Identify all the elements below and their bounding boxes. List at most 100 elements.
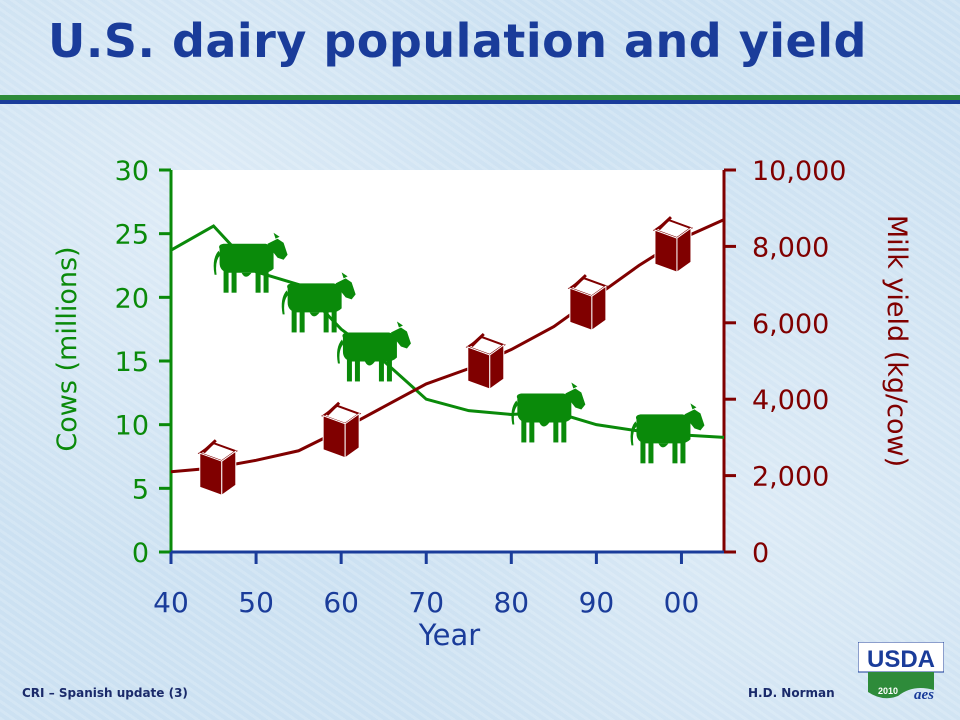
cow-leg [648, 441, 654, 464]
right-tick-label: 4,000 [752, 385, 829, 416]
cow-horn [571, 382, 578, 389]
cow-udder [539, 422, 550, 427]
x-tick-label: 80 [493, 586, 529, 619]
cow-body [287, 283, 342, 313]
left-tick-label: 20 [115, 283, 149, 314]
carton-crease [325, 401, 341, 416]
cow-icon [511, 382, 586, 443]
footer-left-text: CRI – Spanish update (3) [22, 686, 188, 700]
footer-right-text: H.D. Norman [748, 686, 835, 700]
page-title: U.S. dairy population and yield [48, 14, 867, 68]
right-tick-label: 2,000 [752, 462, 829, 493]
cow-body [342, 332, 397, 362]
left-axis-title: Cows (millions) [52, 246, 83, 451]
left-tick-label: 15 [115, 347, 149, 378]
cow-tail [337, 339, 344, 364]
cow-head [335, 278, 356, 300]
cow-leg [529, 420, 535, 443]
cow-icon [630, 403, 705, 464]
carton-front [569, 287, 593, 331]
x-tick-label: 90 [579, 586, 615, 619]
title-rule-green [0, 95, 960, 100]
cow-horn [396, 321, 403, 328]
cow-leg [291, 310, 297, 333]
x-tick-label: 40 [153, 586, 189, 619]
cow-leg [223, 270, 229, 293]
cow-leg [299, 310, 305, 333]
carton-front [199, 452, 223, 496]
plot-area [171, 170, 724, 552]
carton-side [344, 412, 360, 459]
title-rule-blue [0, 100, 960, 104]
cow-leg [331, 310, 337, 333]
cow-leg [640, 441, 646, 464]
carton-side [221, 450, 237, 497]
carton-side [591, 285, 607, 332]
cow-udder [658, 443, 669, 448]
cow-icon [213, 232, 288, 293]
cow-horn [341, 272, 348, 279]
milk-carton-icon [652, 216, 694, 274]
carton-front [467, 346, 491, 390]
cow-udder [309, 312, 320, 317]
series-line-milk [170, 218, 725, 474]
cow-leg [386, 359, 392, 382]
right-tick-label: 10,000 [752, 156, 846, 187]
cow-head [390, 327, 411, 349]
svg-text:aes: aes [914, 687, 934, 702]
cow-leg [263, 270, 269, 293]
cow-leg [231, 270, 237, 293]
cow-body [635, 414, 691, 444]
cow-tail [511, 400, 519, 425]
x-tick-label: 00 [664, 586, 700, 619]
cow-body [219, 243, 274, 273]
svg-text:2010: 2010 [878, 686, 898, 696]
cow-leg [561, 420, 567, 443]
usda-logo: USDA 2010 aes [858, 642, 944, 702]
cow-tail [630, 421, 638, 446]
svg-text:USDA: USDA [867, 646, 935, 673]
cow-leg [553, 420, 559, 443]
right-tick-label: 6,000 [752, 309, 829, 340]
carton-crease [469, 333, 485, 347]
right-tick-label: 0 [752, 538, 769, 569]
cow-horn [273, 232, 280, 239]
cow-body [516, 393, 572, 423]
milk-carton-icon [567, 274, 609, 332]
left-tick-label: 0 [132, 538, 149, 569]
left-tick-label: 25 [115, 220, 149, 251]
cow-tail [213, 250, 221, 275]
cow-leg [255, 270, 261, 293]
carton-side [489, 344, 505, 390]
cow-head [565, 388, 586, 410]
cow-tail [281, 290, 289, 315]
cow-udder [241, 272, 252, 277]
cow-leg [323, 310, 329, 333]
x-tick-label: 50 [238, 586, 274, 619]
carton-front [322, 415, 346, 459]
x-tick-label: 60 [323, 586, 359, 619]
right-tick-label: 8,000 [752, 232, 829, 263]
cow-leg [680, 441, 686, 464]
cow-leg [378, 359, 384, 382]
cow-icon [281, 272, 356, 333]
cow-leg [354, 359, 360, 382]
cow-head [684, 409, 705, 431]
cow-head [267, 238, 288, 260]
carton-crease [201, 439, 217, 454]
carton-crease [571, 274, 587, 289]
cow-leg [346, 359, 352, 382]
left-tick-label: 10 [115, 411, 149, 442]
milk-carton-icon [465, 333, 506, 390]
carton-crease [656, 216, 672, 231]
carton-front [654, 229, 678, 273]
cow-leg [521, 420, 527, 443]
left-tick-label: 30 [115, 156, 149, 187]
x-tick-label: 70 [408, 586, 444, 619]
cow-udder [364, 361, 375, 366]
carton-side [676, 227, 692, 274]
right-axis-title: Milk yield (kg/cow) [881, 215, 912, 467]
cow-leg [672, 441, 678, 464]
cow-horn [690, 403, 697, 410]
